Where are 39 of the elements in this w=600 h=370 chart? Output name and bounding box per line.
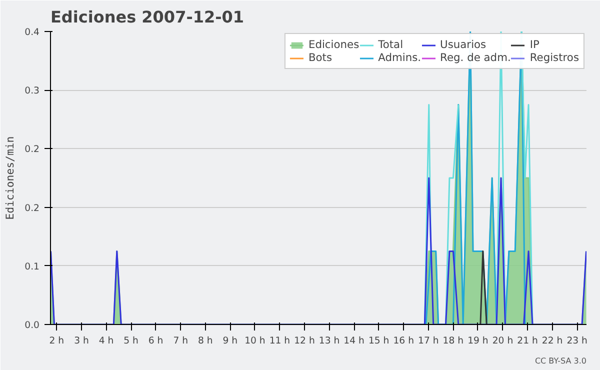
- x-tick-label: 4 h: [98, 336, 114, 346]
- x-tick-label: 18 h: [442, 336, 464, 346]
- x-tick-label: 20 h: [492, 336, 514, 346]
- y-tick-label: 0.3: [24, 86, 40, 97]
- x-tick-label: 2 h: [49, 336, 64, 346]
- legend-label: Bots: [308, 51, 332, 64]
- x-tick-label: 9 h: [222, 336, 238, 346]
- legend-label: Usuarios: [440, 38, 486, 51]
- x-tick-label: 14 h: [344, 336, 365, 346]
- x-tick-label: 13 h: [318, 336, 340, 346]
- x-tick-label: 6 h: [148, 336, 164, 346]
- x-tick-label: 19 h: [468, 336, 488, 346]
- legend-label: Admins.: [378, 51, 422, 64]
- x-tick-label: 8 h: [198, 336, 213, 346]
- chart-title: Ediciones 2007-12-01: [50, 8, 244, 26]
- x-tick-label: 21 h: [517, 336, 538, 346]
- x-tick-label: 11 h: [269, 336, 290, 346]
- y-tick-label: 0.0: [24, 320, 40, 331]
- x-tick-label: 5 h: [124, 336, 139, 346]
- x-tick-label: 12 h: [294, 336, 315, 346]
- legend-label: Ediciones: [308, 38, 360, 51]
- y-tick-label: 0.1: [24, 261, 40, 272]
- x-tick-label: 23 h: [566, 336, 588, 346]
- x-tick-label: 16 h: [393, 336, 414, 346]
- legend-label: Total: [378, 38, 404, 51]
- x-tick-label: 17 h: [418, 336, 439, 346]
- y-tick-label: 0.2: [24, 144, 40, 156]
- x-tick-label: 10 h: [244, 336, 266, 346]
- x-tick-label: 15 h: [368, 336, 390, 346]
- legend-label: IP: [530, 38, 540, 51]
- x-tick-label: 22 h: [542, 336, 563, 346]
- x-tick-label: 3 h: [74, 336, 89, 346]
- y-tick-label: 0.2: [24, 202, 40, 214]
- legend-label: Registros: [530, 51, 579, 64]
- legend-label: Reg. de adm.: [440, 51, 511, 64]
- y-tick-label: 0.4: [24, 27, 40, 38]
- text: CC BY-SA 3.0: [534, 356, 587, 366]
- x-tick-label: 7 h: [173, 336, 188, 346]
- y-axis-title: Ediciones/min: [4, 136, 17, 220]
